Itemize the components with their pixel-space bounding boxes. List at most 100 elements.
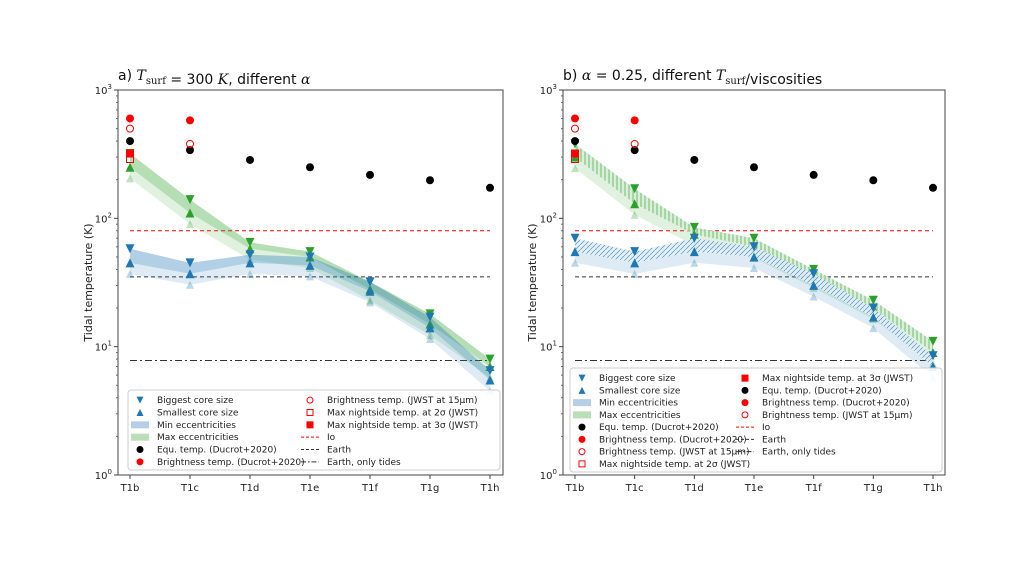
min-ecc-faint-marker (809, 292, 818, 301)
max-ecc-smallest-core-marker (125, 162, 135, 172)
x-tick-label: T1g (863, 483, 883, 494)
min-ecc-smallest-core-marker (425, 323, 435, 333)
y-tick-label: 101 (95, 340, 112, 354)
point-max-nightside-temp-at-3-jwst- (126, 149, 134, 158)
legend-label: Earth, only tides (762, 448, 836, 458)
point-equ-temp-ducrot-2020- (366, 170, 374, 179)
title-part: α (301, 72, 311, 88)
min-ecc-biggest-core-marker (425, 312, 435, 322)
point-brightness-temp-jwst-at-15-m- (126, 124, 134, 133)
legend-label: Equ. temp. (Ducrot+2020) (599, 423, 719, 433)
point-equ-temp-ducrot-2020- (869, 176, 878, 185)
max-ecc-faint-marker (630, 210, 639, 219)
max-ecc-biggest-core-marker (185, 195, 195, 205)
min-ecc-biggest-core-marker (928, 351, 938, 361)
title-part: surf (725, 76, 746, 87)
legend-label: Brightness temp. (Ducrot+2020) (157, 458, 305, 468)
y-tick-exp: 1 (553, 340, 557, 348)
legend-marker (136, 458, 144, 466)
point-equ-temp-ducrot-2020- (630, 146, 639, 155)
legend-label: Earth (327, 446, 351, 456)
legend-label: Max nightside temp. at 3σ (JWST) (327, 421, 478, 431)
legend-patch (131, 433, 149, 441)
min-ecc-biggest-core-marker (485, 366, 495, 376)
min-ecc-faint-marker (306, 272, 314, 281)
legend-marker (578, 460, 586, 468)
min-ecc-biggest-core-marker (365, 277, 375, 287)
x-tick-label: T1e (744, 483, 764, 494)
y-tick-label: 102 (95, 211, 112, 225)
title-part: α (582, 68, 592, 84)
min-ecc-band (130, 248, 490, 380)
title-part: , different (228, 72, 301, 88)
point-equ-temp-ducrot-2020- (126, 137, 134, 146)
min-ecc-smallest-core-marker (125, 258, 135, 268)
legend-box (127, 389, 501, 471)
y-axis-label: Tidal temperature (K) (526, 223, 539, 342)
legend-marker (578, 386, 586, 394)
x-tick-label: T1f (805, 483, 822, 494)
legend-patch (573, 399, 591, 407)
legend-label: Min eccentricities (599, 399, 678, 409)
min-ecc-faint-marker (571, 258, 579, 267)
legend-label: Smallest core size (599, 386, 681, 396)
y-tick-base: 10 (540, 86, 553, 97)
legend-marker (741, 399, 749, 407)
legend-label: Brightness temp. (JWST at 15μm) (599, 448, 750, 458)
min-ecc-smallest-core-marker (630, 258, 640, 268)
min-ecc-band-faint (575, 251, 933, 378)
legend: Biggest core size Smallest core size Min e… (569, 367, 943, 473)
min-ecc-biggest-core-marker (809, 269, 819, 279)
max-ecc-biggest-core-marker (749, 233, 759, 243)
min-ecc-biggest-core-marker (125, 244, 135, 254)
x-tick-label: T1f (361, 483, 378, 494)
legend-marker (578, 423, 586, 431)
min-ecc-faint-marker (366, 298, 374, 307)
min-ecc-biggest-core-marker (749, 242, 759, 252)
min-ecc-smallest-core-marker (305, 260, 315, 270)
point-equ-temp-ducrot-2020- (486, 183, 494, 192)
y-tick-label: 103 (95, 83, 112, 97)
title-part: surf (146, 76, 167, 87)
legend-label: Biggest core size (157, 396, 234, 406)
y-tick-base: 10 (540, 343, 553, 354)
x-tick-label: T1h (480, 483, 500, 494)
legend-box (569, 367, 943, 473)
min-ecc-faint-marker (426, 334, 434, 343)
legend-marker (136, 396, 144, 404)
min-ecc-biggest-core-marker (570, 233, 580, 243)
y-axis-label: Tidal temperature (K) (82, 223, 95, 342)
legend-label: Io (762, 423, 771, 433)
min-ecc-faint-marker (690, 258, 699, 267)
panel-a: a) Tsurf = 300 K, different α Tidal tempe… (82, 68, 504, 494)
min-ecc-biggest-core-marker (245, 250, 255, 260)
max-ecc-biggest-core-marker (928, 336, 938, 346)
y-tick-base: 10 (95, 343, 108, 354)
y-tick-base: 10 (95, 86, 108, 97)
y-tick-label: 100 (540, 468, 557, 482)
point-brightness-temp-ducrot-2020- (186, 116, 194, 125)
title-part: T (137, 68, 148, 84)
title-part: K (217, 72, 230, 88)
legend-label: Smallest core size (157, 409, 239, 419)
legend-marker (578, 435, 586, 443)
legend-marker (741, 411, 749, 419)
y-tick-exp: 3 (553, 83, 557, 91)
legend-marker (136, 409, 144, 416)
min-ecc-smallest-core-marker (689, 247, 699, 257)
legend-patch (573, 411, 591, 419)
x-tick-label: T1e (300, 483, 320, 494)
legend-label: Max nightside temp. at 2σ (JWST) (599, 460, 750, 470)
legend: Biggest core size Smallest core size Min e… (127, 389, 501, 471)
max-ecc-faint-marker (571, 164, 579, 173)
min-ecc-smallest-core-marker (365, 286, 375, 296)
point-equ-temp-ducrot-2020- (929, 183, 937, 192)
min-ecc-smallest-core-marker (809, 280, 819, 290)
min-ecc-band (575, 238, 933, 367)
x-tick-label: T1b (120, 483, 140, 494)
point-brightness-temp-ducrot-2020- (630, 116, 639, 125)
legend-marker (306, 396, 314, 404)
max-ecc-faint-marker (426, 331, 434, 340)
title-part: = 0.25, different (591, 68, 716, 84)
